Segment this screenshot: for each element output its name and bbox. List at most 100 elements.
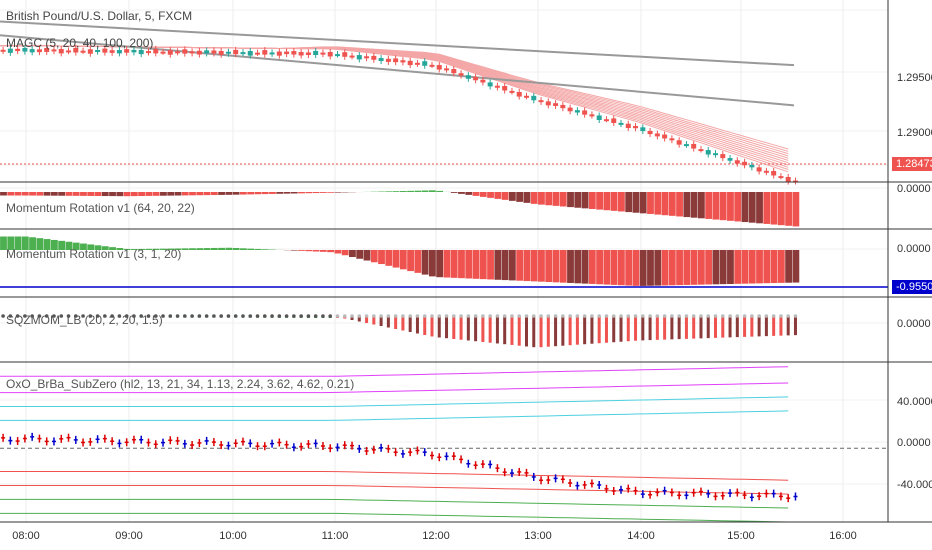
sqz-dot-26 <box>175 314 180 318</box>
mr2-bar-77 <box>545 250 553 283</box>
mr2-bar-54 <box>378 250 385 265</box>
mr2-bar-51 <box>356 250 364 259</box>
mr1-bar-62 <box>436 190 444 192</box>
mr1-bar-28 <box>189 192 196 196</box>
candle-body-37 <box>255 52 261 55</box>
mr2-bar-101 <box>719 250 727 285</box>
oxo-label-0: 0.0000 <box>897 437 931 449</box>
candle-body-79 <box>560 104 566 109</box>
mr2-bar-13 <box>80 243 87 250</box>
mr1-bar-106 <box>756 192 763 224</box>
candle-body-2 <box>0 49 6 52</box>
mr1-bar-110 <box>785 192 793 226</box>
mr1-bar-6 <box>29 192 36 196</box>
mr2-bar-109 <box>777 250 785 283</box>
sqz-dot-104 <box>742 314 747 318</box>
momentum-rotation-64-panel[interactable] <box>0 190 800 227</box>
mr1-bar-27 <box>181 192 189 196</box>
candle-body-55 <box>385 58 391 62</box>
sqz-bar-105 <box>750 316 754 337</box>
mr1-bar-13 <box>80 192 87 196</box>
candle-body-89 <box>633 126 639 129</box>
candle-body-26 <box>175 51 181 54</box>
candle-body-30 <box>204 50 210 54</box>
mr2-bar-4 <box>14 236 22 250</box>
sqz-dot-48 <box>335 314 340 318</box>
sqz-dot-96 <box>684 314 689 318</box>
mr1-bar-14 <box>87 192 95 196</box>
mr1-bar-22 <box>145 192 153 196</box>
sqz-bar-60 <box>423 316 427 335</box>
sqz-dot-74 <box>524 314 529 318</box>
sqz-dot-98 <box>699 314 703 318</box>
sqz-dot-2 <box>1 314 5 318</box>
sqz-bar-54 <box>379 316 383 327</box>
mr1-bar-8 <box>43 192 51 196</box>
candle-body-74 <box>524 95 529 98</box>
candle-body-21 <box>138 49 144 55</box>
mr2-bar-107 <box>763 250 771 284</box>
price-label-1-29000: 1.29000 <box>897 127 932 139</box>
mr2-bar-11 <box>65 241 73 250</box>
squeeze-momentum-panel[interactable] <box>0 314 798 348</box>
mr2-bar-92 <box>654 250 662 286</box>
mr2-bar-33 <box>225 247 233 250</box>
candle-body-72 <box>509 90 515 93</box>
mr1-bar-87 <box>618 192 625 212</box>
candle-body-105 <box>749 164 755 168</box>
mr1-bar-104 <box>741 192 749 223</box>
mr1-bar-97 <box>690 192 698 218</box>
main-price-panel[interactable] <box>0 20 888 185</box>
candle-body-52 <box>364 56 370 59</box>
mr2-bar-97 <box>690 250 698 285</box>
mr2-bar-55 <box>385 250 393 266</box>
sqz-bar-108 <box>772 316 776 336</box>
oxo-band-6 <box>0 498 789 509</box>
mr2-bar-14 <box>87 244 95 250</box>
sqz-dot-58 <box>408 314 412 318</box>
mr1-bar-16 <box>101 192 109 197</box>
sqz-dot-12 <box>73 314 78 318</box>
sqz-dot-56 <box>393 314 398 318</box>
mr1-bar-12 <box>72 192 80 196</box>
mr2-bar-102 <box>727 250 734 284</box>
mr2-bar-98 <box>697 250 705 285</box>
candle-body-96 <box>683 144 689 147</box>
mr2-bar-52 <box>363 250 371 261</box>
mr2-bar-62 <box>436 250 444 278</box>
sqz-dot-6 <box>30 314 34 318</box>
sqz-dot-89 <box>633 314 638 318</box>
sqz-dot-31 <box>212 314 216 318</box>
mr1-bar-71 <box>501 192 509 200</box>
candle-body-71 <box>502 86 508 91</box>
mr2-bar-36 <box>247 248 255 250</box>
momentum-rotation-3-panel[interactable] <box>0 236 888 288</box>
candle-body-50 <box>349 55 355 58</box>
mr2-bar-90 <box>639 250 647 286</box>
mr2-bar-65 <box>458 250 465 279</box>
candle-body-108 <box>771 170 777 176</box>
mr2-bar-50 <box>349 250 356 257</box>
sqz-dot-36 <box>248 314 253 318</box>
sqz-dot-68 <box>481 314 485 318</box>
sqz-dot-41 <box>284 314 289 318</box>
oxo-subzero-panel[interactable] <box>0 366 888 523</box>
mr2-bar-70 <box>494 250 502 280</box>
time-label-1600: 16:00 <box>829 530 857 542</box>
sqz-bar-70 <box>495 316 499 344</box>
mr1-bar-4 <box>14 192 22 196</box>
sqz-dot-111 <box>793 314 798 318</box>
mr2-bar-60 <box>421 250 429 275</box>
mr1-bar-83 <box>588 192 596 209</box>
sqz-dot-16 <box>103 314 107 318</box>
mr1-bar-59 <box>414 190 422 192</box>
sqz-bar-106 <box>757 316 761 337</box>
mr1-bar-30 <box>203 192 211 196</box>
sqz-dot-81 <box>575 314 580 318</box>
mr2-bar-7 <box>36 238 44 250</box>
oxo-band-2 <box>0 396 789 407</box>
candle-body-63 <box>444 68 450 71</box>
mr2-bar-72 <box>508 250 516 281</box>
candle-body-80 <box>567 107 573 112</box>
